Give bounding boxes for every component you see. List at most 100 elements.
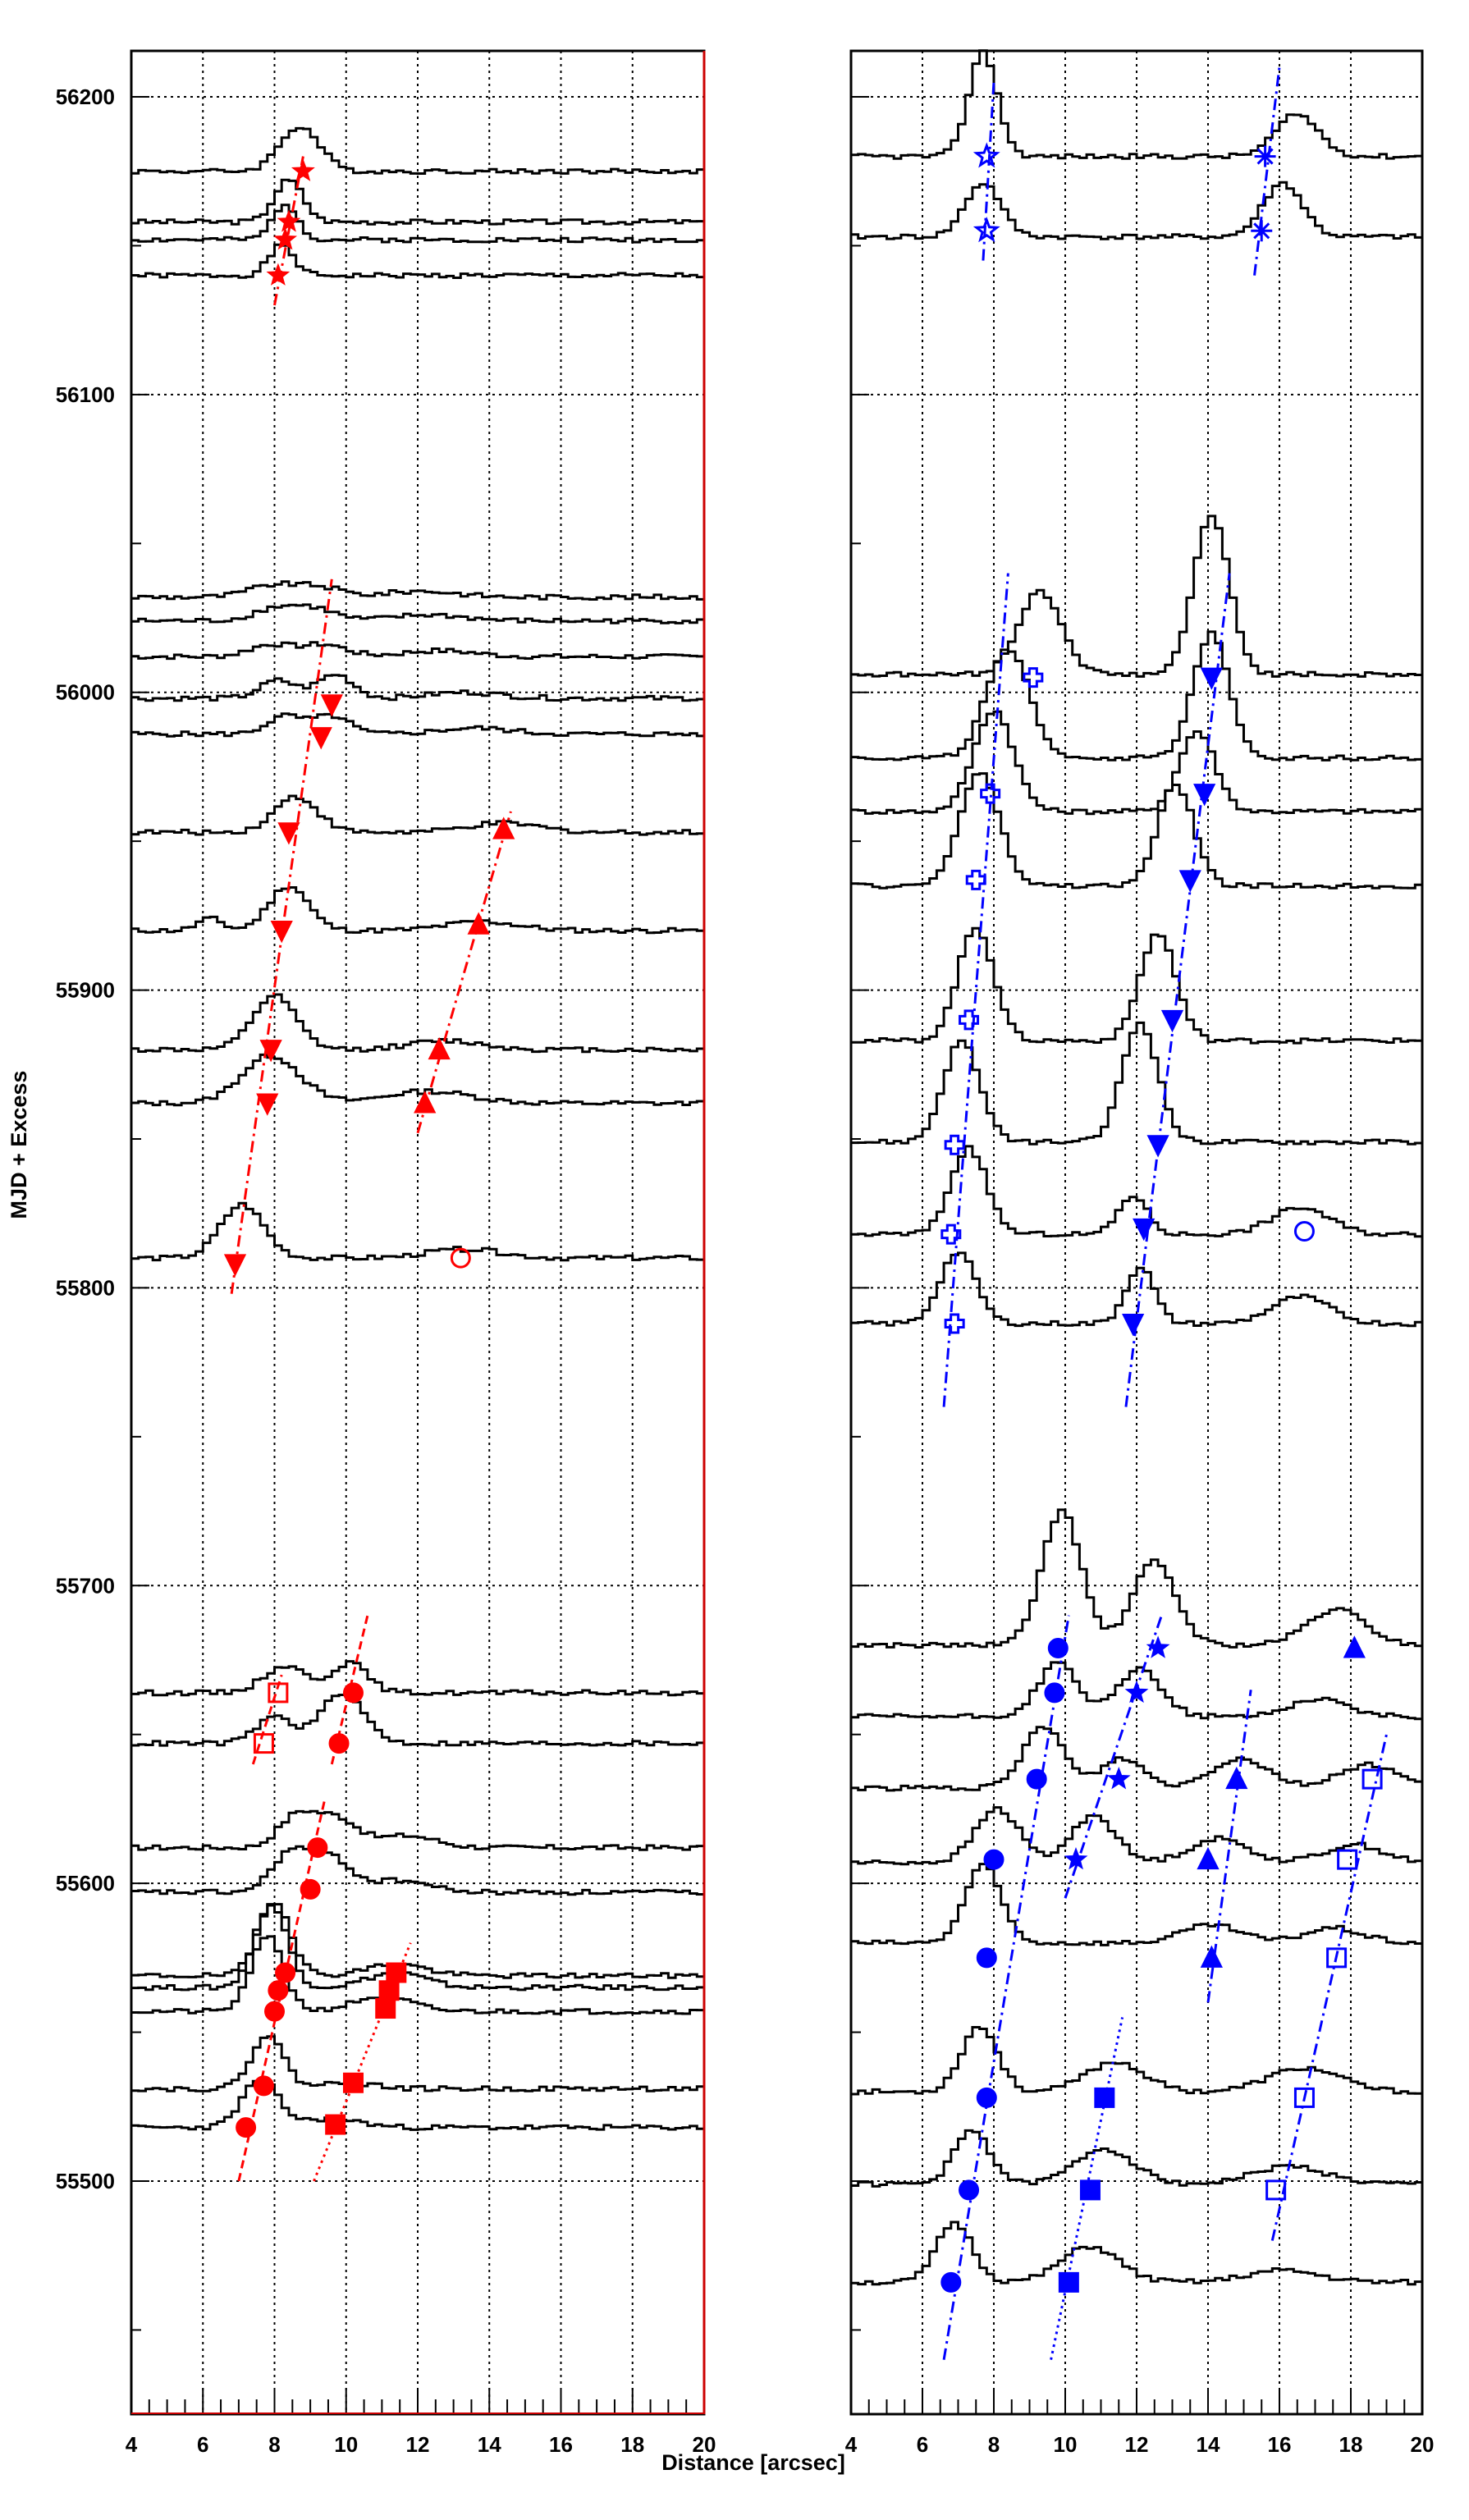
marker-square	[1094, 2087, 1115, 2108]
x-tick-label: 10	[334, 2432, 358, 2457]
profile-trace	[851, 181, 1424, 240]
marker-star	[273, 227, 298, 250]
marker-circle	[342, 1682, 364, 1704]
profile-trace	[851, 49, 1424, 160]
profile-trace	[131, 794, 706, 836]
marker-circle	[1047, 1637, 1069, 1658]
marker-square	[342, 2072, 364, 2093]
marker-circle	[976, 1947, 997, 1969]
marker-circle	[1026, 1768, 1047, 1790]
marker-tri-up	[1197, 1846, 1220, 1870]
marker-tri-down	[1193, 784, 1216, 807]
profile-trace	[131, 126, 706, 175]
profile-trace	[131, 712, 706, 738]
profile-trace	[131, 1053, 706, 1107]
y-axis-label: MJD + Excess	[7, 1071, 31, 1219]
fit-line	[1253, 66, 1281, 276]
profile-trace	[131, 1201, 706, 1262]
profile-trace	[131, 886, 706, 935]
marker-circle	[983, 1849, 1005, 1870]
profile-trace	[851, 1806, 1424, 1866]
marker-tri-down	[277, 822, 300, 845]
x-tick-label: 8	[268, 2432, 280, 2457]
marker-square	[378, 1980, 400, 2001]
x-tick-labels-left: 4 6 8 10 12 14 16 18 20	[126, 2432, 716, 2457]
y-tick-label: 56000	[56, 680, 115, 705]
x-tick-label: 14	[478, 2432, 501, 2457]
marker-cross-open	[944, 1134, 965, 1155]
marker-circle	[1044, 1682, 1065, 1704]
profile-trace	[131, 1903, 706, 1979]
y-tick-label: 55500	[56, 2169, 115, 2193]
profile-trace	[131, 1691, 706, 1747]
marker-square	[1079, 2179, 1101, 2201]
x-tick-label: 20	[693, 2432, 716, 2457]
marker-circle	[300, 1878, 321, 1900]
profile-trace	[851, 710, 1424, 816]
marker-star-open	[972, 142, 1000, 168]
marker-tri-up	[428, 1036, 451, 1060]
profile-trace	[851, 1726, 1424, 1792]
marker-cross-open	[944, 1313, 965, 1334]
marker-tri-down	[309, 727, 332, 750]
marker-circle	[264, 2001, 285, 2022]
fit-line	[251, 1674, 283, 1765]
profile-trace	[851, 515, 1424, 678]
x-tick-label: 18	[620, 2432, 644, 2457]
profile-trace	[851, 1021, 1424, 1146]
x-tick-label: 6	[917, 2432, 928, 2457]
profile-trace	[131, 580, 706, 601]
marker-circle	[268, 1980, 289, 2001]
y-tick-label: 56100	[56, 382, 115, 407]
profile-trace	[131, 1809, 706, 1851]
fit-line	[942, 1615, 1070, 2360]
marker-tri-down	[223, 1254, 247, 1277]
marker-tri-down	[1200, 667, 1223, 690]
profile-trace	[131, 204, 706, 244]
profile-trace	[131, 2035, 706, 2092]
marker-tri-down	[1178, 870, 1201, 893]
marker-asterisk	[1251, 220, 1273, 242]
marker-circle	[450, 1247, 471, 1269]
fit-line	[1270, 1734, 1388, 2241]
y-tick-label: 56200	[56, 85, 115, 109]
marker-star	[277, 209, 301, 232]
marker-star	[291, 158, 315, 181]
marker-circle	[1293, 1220, 1315, 1242]
fit-line	[1206, 1690, 1252, 2003]
right-panel	[849, 49, 1424, 2416]
fit-line	[982, 81, 995, 261]
x-axis-label: Distance [arcsec]	[661, 2450, 845, 2475]
profile-trace	[851, 2026, 1424, 2096]
y-tick-label: 55700	[56, 1573, 115, 1598]
fit-line	[1124, 573, 1231, 1407]
profile-trace	[131, 1935, 706, 2015]
profile-trace	[131, 178, 706, 226]
marker-square	[1293, 2087, 1315, 2108]
marker-circle	[275, 1962, 296, 1983]
marker-square	[253, 1733, 274, 1754]
marker-square	[386, 1962, 407, 1983]
fit-line	[416, 811, 512, 1134]
marker-tri-up	[414, 1091, 437, 1114]
marker-square	[1326, 1947, 1348, 1969]
x-tick-label: 16	[549, 2432, 573, 2457]
y-tick-label: 55600	[56, 1871, 115, 1896]
marker-circle	[959, 2179, 980, 2201]
marker-tri-up	[467, 912, 490, 935]
x-tick-label: 12	[1125, 2432, 1149, 2457]
marker-square	[325, 2114, 346, 2135]
marker-tri-down	[259, 1040, 282, 1063]
marker-square	[375, 1998, 396, 2019]
marker-circle	[940, 2271, 962, 2293]
x-tick-label: 6	[197, 2432, 208, 2457]
profile-trace	[851, 772, 1424, 890]
marker-star	[266, 263, 291, 286]
left-panel	[130, 49, 706, 2416]
x-tick-label: 18	[1339, 2432, 1363, 2457]
profile-trace	[131, 1845, 706, 1896]
profile-trace	[131, 1660, 706, 1697]
x-tick-labels-right: 4 6 8 10 12 14 16 18 20	[845, 2432, 1435, 2457]
